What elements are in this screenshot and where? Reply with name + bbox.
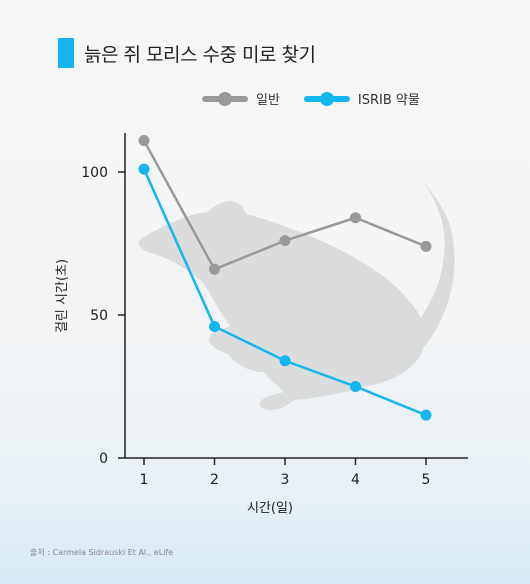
legend-label-normal: 일반 — [256, 93, 280, 108]
legend-label-isrib: ISRIB 약물 — [357, 93, 420, 108]
point-isrib-day5 — [420, 409, 432, 421]
point-normal-day2 — [209, 263, 220, 275]
x-tick-2-label: 3 — [281, 472, 290, 488]
chart-title: 늙은 쥐 모리스 수중 미로 찾기 — [58, 38, 316, 68]
title-accent-bar — [58, 38, 74, 68]
point-isrib-day1 — [138, 163, 150, 175]
y-tick-2-label: 100 — [81, 165, 108, 181]
y-axis-label: 걸린 시간(초) — [55, 259, 70, 333]
y-tick-0-label: 0 — [99, 451, 108, 467]
mouse-silhouette-icon — [138, 178, 455, 410]
x-tick-1-label: 2 — [210, 472, 219, 488]
x-tick-3-label: 4 — [351, 472, 360, 488]
point-normal-day3 — [279, 235, 291, 247]
point-normal-day4 — [350, 212, 361, 224]
legend-swatch-isrib — [303, 91, 350, 106]
source-credit: 출처 : Carmela Sidrauski Et Al., eLife — [30, 548, 174, 557]
legend-swatch-normal — [202, 91, 248, 106]
x-tick-0-label: 1 — [140, 472, 149, 488]
point-normal-day5 — [420, 240, 432, 252]
point-isrib-day2 — [209, 320, 220, 332]
x-tick-4-label: 5 — [422, 472, 431, 488]
legend-item-isrib: ISRIB 약물 — [303, 89, 420, 108]
x-axis-label: 시간(일) — [247, 501, 293, 516]
point-isrib-day3 — [279, 355, 291, 367]
point-normal-day1 — [138, 135, 150, 147]
title-text: 늙은 쥐 모리스 수중 미로 찾기 — [84, 43, 316, 66]
y-tick-1-label: 50 — [90, 308, 108, 324]
legend-item-normal: 일반 — [202, 89, 280, 108]
legend: 일반 ISRIB 약물 — [202, 89, 444, 108]
point-isrib-day4 — [350, 381, 361, 392]
